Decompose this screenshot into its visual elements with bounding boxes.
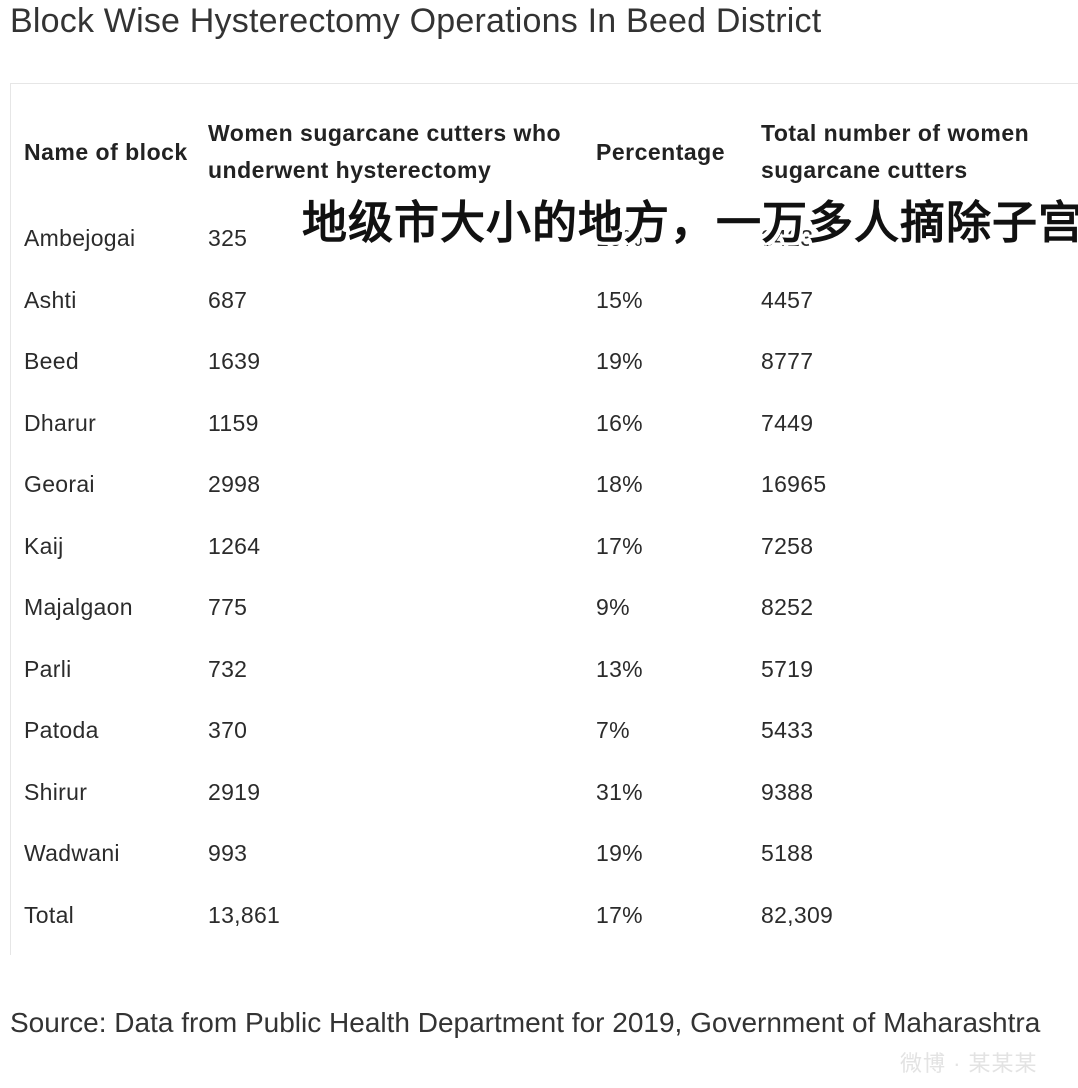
hysterectomy-count-cell: 775: [208, 594, 248, 621]
overlay-caption: 地级市大小的地方，一万多人摘除子宫: [302, 196, 1078, 249]
percentage-cell: 9%: [596, 594, 630, 621]
total-women-cell: 5188: [761, 840, 814, 867]
hysterectomy-count-cell: 1264: [208, 532, 261, 559]
hysterectomy-count-cell: 2998: [208, 471, 261, 498]
hysterectomy-count-cell: 1159: [208, 409, 259, 436]
table-row: Shirur 2919 31% 9388: [24, 762, 1064, 824]
table-row: Ambejogai 325 10% 3423: [24, 208, 1064, 270]
table-row: Beed 1639 19% 8777: [24, 331, 1064, 393]
block-name-cell: Patoda: [24, 717, 99, 744]
percentage-cell: 7%: [596, 717, 630, 744]
total-women-cell: 8252: [761, 594, 814, 621]
total-women-cell: 82,309: [761, 901, 834, 928]
hysterectomy-count-cell: 325: [208, 225, 248, 252]
percentage-cell: 13%: [596, 655, 643, 682]
percentage-cell: 17%: [596, 901, 643, 928]
header-total-women: Total number of women sugarcane cutters: [761, 120, 1030, 183]
hysterectomy-count-cell: 732: [208, 655, 248, 682]
block-name-cell: Ambejogai: [24, 225, 136, 252]
percentage-cell: 17%: [596, 532, 643, 559]
percentage-cell: 10%: [596, 225, 643, 252]
table-row: Parli 732 13% 5719: [24, 639, 1064, 701]
block-name-cell: Georai: [24, 471, 95, 498]
page-title: Block Wise Hysterectomy Operations In Be…: [10, 2, 822, 40]
table-header-row: Name of block Women sugarcane cutters wh…: [24, 96, 1064, 208]
total-women-cell: 9388: [761, 778, 814, 805]
percentage-cell: 18%: [596, 471, 643, 498]
total-women-cell: 5433: [761, 717, 814, 744]
percentage-cell: 31%: [596, 778, 643, 805]
percentage-cell: 19%: [596, 840, 643, 867]
watermark: 微博 · 某某某: [900, 1051, 1038, 1076]
percentage-cell: 16%: [596, 409, 643, 436]
hysterectomy-count-cell: 687: [208, 286, 248, 313]
header-women-hysterectomy: Women sugarcane cutters who underwent hy…: [208, 120, 562, 183]
block-name-cell: Dharur: [24, 409, 97, 436]
hysterectomy-count-cell: 1639: [208, 348, 261, 375]
percentage-cell: 19%: [596, 348, 643, 375]
percentage-cell: 15%: [596, 286, 643, 313]
block-name-cell: Ashti: [24, 286, 77, 313]
total-women-cell: 4457: [761, 286, 814, 313]
table-row: Total 13,861 17% 82,309: [24, 885, 1064, 947]
total-women-cell: 16965: [761, 471, 827, 498]
hysterectomy-table: Name of block Women sugarcane cutters wh…: [24, 96, 1064, 946]
total-women-cell: 5719: [761, 655, 814, 682]
block-name-cell: Beed: [24, 348, 79, 375]
total-women-cell: 3423: [761, 225, 814, 252]
table-row: Kaij 1264 17% 7258: [24, 516, 1064, 578]
block-name-cell: Majalgaon: [24, 594, 133, 621]
block-name-cell: Kaij: [24, 532, 64, 559]
table-container: Name of block Women sugarcane cutters wh…: [10, 83, 1078, 955]
source-note: Source: Data from Public Health Departme…: [10, 1007, 1041, 1038]
block-name-cell: Total: [24, 901, 75, 928]
table-row: Dharur 1159 16% 7449: [24, 393, 1064, 455]
header-name-of-block: Name of block: [24, 138, 188, 165]
table-row: Majalgaon 775 9% 8252: [24, 577, 1064, 639]
table-body: Ambejogai 325 10% 3423 Ashti 687 15% 4457 Beed 16…: [24, 208, 1064, 946]
block-name-cell: Shirur: [24, 778, 88, 805]
table-row: Georai 2998 18% 16965: [24, 454, 1064, 516]
total-women-cell: 7449: [761, 409, 814, 436]
total-women-cell: 7258: [761, 532, 814, 559]
block-name-cell: Wadwani: [24, 840, 120, 867]
hysterectomy-count-cell: 13,861: [208, 901, 281, 928]
table-row: Ashti 687 15% 4457: [24, 270, 1064, 332]
hysterectomy-count-cell: 370: [208, 717, 248, 744]
hysterectomy-count-cell: 993: [208, 840, 248, 867]
total-women-cell: 8777: [761, 348, 814, 375]
table-row: Wadwani 993 19% 5188: [24, 823, 1064, 885]
header-percentage: Percentage: [596, 138, 726, 165]
table-row: Patoda 370 7% 5433: [24, 700, 1064, 762]
hysterectomy-count-cell: 2919: [208, 778, 261, 805]
block-name-cell: Parli: [24, 655, 72, 682]
